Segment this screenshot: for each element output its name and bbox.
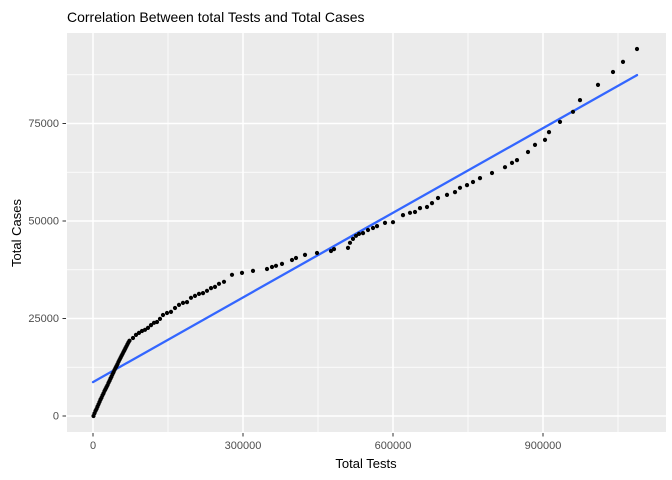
data-point — [400, 213, 406, 218]
data-point — [172, 305, 178, 311]
data-point — [577, 98, 583, 103]
data-point — [610, 69, 616, 75]
data-point — [464, 183, 470, 188]
data-point — [192, 293, 198, 298]
data-point — [514, 158, 520, 163]
data-point — [314, 250, 320, 256]
y-tick-label: 75000 — [28, 118, 59, 130]
data-point — [374, 224, 380, 229]
data-point — [509, 160, 515, 165]
data-point — [289, 257, 295, 263]
data-point — [347, 240, 353, 245]
x-tick-label: 0 — [90, 440, 96, 452]
data-point — [208, 286, 214, 291]
data-point — [269, 264, 275, 270]
data-point — [216, 281, 222, 286]
data-point — [148, 323, 154, 328]
data-point — [133, 332, 139, 337]
data-point — [168, 309, 174, 314]
data-point — [229, 272, 235, 277]
data-point — [370, 225, 376, 231]
data-point — [331, 247, 337, 252]
x-axis-tick-labels: 0 300000 600000 900000 — [90, 440, 561, 452]
data-point — [204, 288, 210, 293]
data-point — [328, 248, 334, 254]
data-point — [429, 201, 435, 206]
x-tick-label: 600000 — [375, 440, 412, 452]
plot-panel — [67, 33, 666, 432]
data-point — [350, 236, 356, 241]
data-point — [570, 109, 576, 114]
data-point — [127, 338, 132, 343]
data-point — [264, 266, 270, 272]
x-tick-label: 300000 — [225, 440, 262, 452]
data-point — [412, 209, 418, 215]
data-point — [620, 59, 626, 64]
y-axis-tick-labels: 0 25000 50000 75000 — [28, 118, 59, 423]
data-point — [239, 270, 245, 275]
data-point — [407, 210, 413, 215]
data-point — [542, 137, 548, 142]
data-point — [502, 165, 508, 170]
data-point — [145, 325, 151, 330]
data-point — [212, 284, 218, 289]
data-point — [417, 206, 423, 211]
data-point — [273, 263, 279, 268]
data-point — [382, 220, 388, 225]
data-point — [390, 220, 396, 225]
y-tick-label: 0 — [53, 411, 59, 423]
data-point — [532, 142, 538, 147]
data-point — [221, 279, 227, 284]
axis-tick-marks — [62, 122, 544, 437]
data-point — [435, 195, 441, 201]
data-point — [180, 300, 186, 305]
data-point — [176, 302, 182, 307]
data-point — [365, 227, 371, 233]
data-point — [250, 268, 256, 273]
data-point — [452, 190, 458, 195]
data-point — [424, 204, 430, 210]
data-point — [457, 185, 463, 190]
data-point — [279, 261, 285, 266]
data-point — [293, 255, 299, 261]
data-point — [157, 316, 163, 321]
data-point — [154, 319, 160, 325]
y-tick-label: 25000 — [28, 313, 59, 325]
data-point — [444, 192, 450, 197]
regression-line — [91, 73, 639, 384]
data-point — [345, 245, 351, 250]
y-axis-title: Total Cases — [9, 199, 24, 267]
data-point — [160, 312, 166, 318]
data-point — [546, 130, 552, 135]
data-point — [302, 252, 308, 257]
data-point — [164, 310, 170, 316]
y-tick-label: 50000 — [28, 215, 59, 227]
data-point — [557, 119, 563, 124]
data-point — [353, 233, 359, 238]
data-point — [360, 231, 366, 236]
data-point — [136, 330, 142, 335]
data-point — [477, 176, 483, 181]
chart-title: Correlation Between total Tests and Tota… — [67, 9, 365, 25]
major-gridlines — [67, 33, 666, 432]
data-point — [142, 327, 148, 332]
x-tick-label: 900000 — [525, 440, 562, 452]
data-point — [470, 179, 476, 185]
data-point — [634, 46, 640, 52]
data-point — [188, 295, 194, 300]
scatter-points — [91, 46, 640, 419]
data-point — [130, 335, 136, 341]
data-point — [184, 300, 190, 305]
data-point — [525, 149, 531, 155]
minor-gridlines — [67, 33, 666, 432]
data-point — [356, 231, 362, 236]
data-point — [196, 291, 202, 296]
x-axis-title: Total Tests — [335, 456, 397, 471]
data-point — [200, 291, 206, 296]
data-point — [595, 82, 601, 87]
data-point — [489, 170, 495, 176]
